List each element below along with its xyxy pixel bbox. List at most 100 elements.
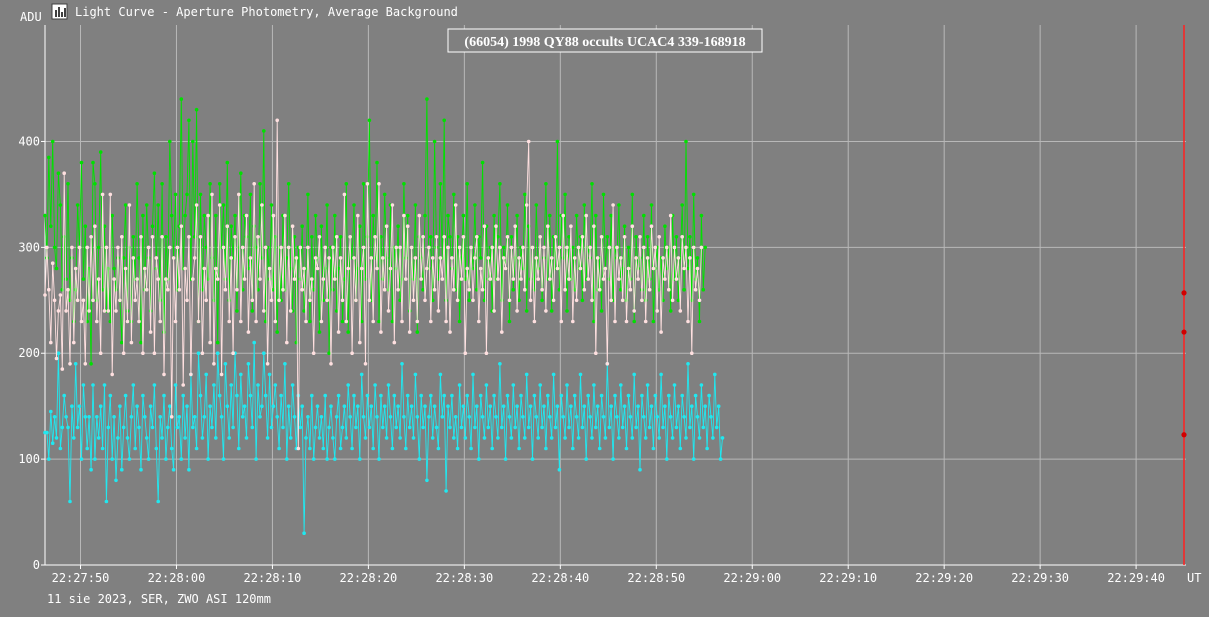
x-tick-label: 22:28:00 [148,571,206,585]
data-point [429,319,433,324]
data-point [699,383,704,387]
data-point [584,213,588,218]
data-point [58,293,63,297]
data-point [674,277,679,281]
data-point [453,415,458,419]
data-point [123,393,128,398]
data-point [152,351,157,356]
data-point [156,203,160,207]
data-point [311,457,316,461]
data-point [298,245,303,250]
data-point [540,298,544,303]
data-point [718,457,723,461]
data-point [423,404,427,409]
data-point [676,256,681,260]
data-point [532,319,537,324]
data-point [329,362,333,366]
data-point [582,287,587,292]
data-point [325,203,329,207]
data-point [693,287,698,292]
data-point [212,362,216,366]
data-point [634,235,638,239]
data-point [459,425,464,430]
data-point [417,213,422,218]
data-point [634,256,638,260]
data-point [448,425,452,430]
data-point [356,213,360,218]
data-point [79,319,84,324]
data-point [66,425,70,430]
data-point [269,425,274,430]
data-point [43,293,47,297]
data-point [313,213,318,218]
data-point [239,319,243,324]
data-point [221,457,226,461]
data-point [166,287,170,292]
data-point [286,404,291,409]
data-point [359,372,364,377]
data-point [68,362,72,366]
data-point [469,446,473,451]
data-point [455,446,460,451]
data-point [336,330,341,334]
data-point [244,213,249,218]
data-point [239,372,243,377]
data-point [281,287,285,292]
data-point [427,415,431,419]
data-point [183,436,187,440]
data-point [108,393,113,398]
data-point [551,298,556,303]
data-point [64,309,68,313]
data-point [156,499,160,504]
data-point [676,298,681,303]
data-point [670,298,675,303]
data-point [434,235,439,239]
data-point [480,287,485,292]
data-point [659,330,663,334]
data-point [379,330,383,334]
data-point [421,287,425,292]
data-point [590,182,594,186]
data-point [125,436,130,440]
data-point [358,457,362,461]
data-point [204,298,208,303]
data-point [265,436,270,440]
data-point [595,404,600,409]
data-point [62,171,66,175]
data-point [663,277,667,281]
data-point [169,446,174,451]
data-point [196,351,201,356]
data-point [260,203,264,207]
data-point [191,139,195,144]
data-point [246,330,251,334]
data-point [254,457,258,461]
data-point [503,457,508,461]
data-point [60,367,65,371]
data-point [555,266,560,271]
data-point [164,235,168,239]
data-point [160,235,164,239]
data-point [480,415,485,419]
data-point [655,415,659,419]
data-point [181,393,185,398]
x-tick-label: 22:28:40 [531,571,589,585]
data-point [511,383,516,387]
data-point [47,287,51,292]
data-point [202,266,207,271]
data-point [601,192,606,197]
data-point [398,245,402,250]
series-line-comparison_2 [45,342,723,534]
y-tick-label: 200 [18,346,40,360]
data-point [691,245,696,250]
data-point [237,446,241,451]
data-point [233,213,237,218]
data-point [665,245,669,250]
data-point [530,245,535,250]
data-point [586,393,590,398]
data-point [152,383,157,387]
data-point [574,213,579,218]
data-point [582,404,587,409]
data-point [300,404,305,409]
data-point [375,160,379,165]
